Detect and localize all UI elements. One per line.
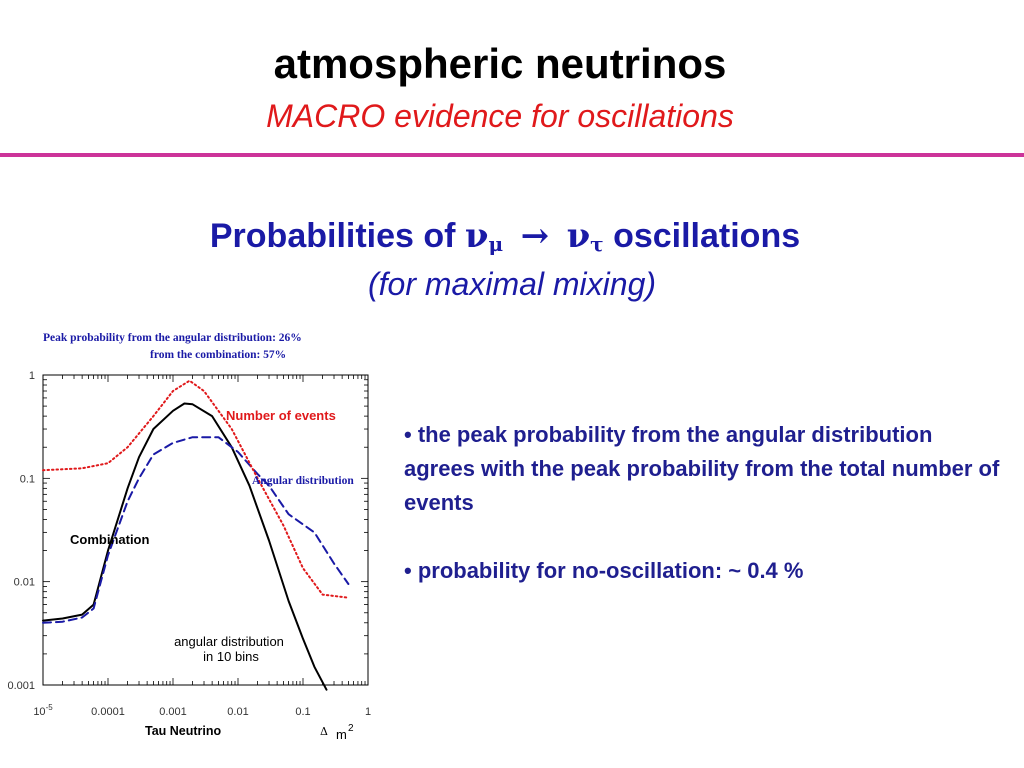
- probability-chart: Peak probability from the angular distri…: [7, 332, 371, 742]
- annotation-angular-distribution: Angular distribution: [252, 475, 354, 487]
- x-tick-label: 1: [365, 706, 371, 718]
- bullet-list: • the peak probability from the angular …: [404, 418, 1004, 588]
- annotation-combination: Combination: [70, 532, 149, 547]
- series-line-number-of-events: [42, 379, 350, 599]
- x-axis-unit: m: [336, 727, 347, 742]
- chart-note-line2: from the combination: 57%: [150, 349, 286, 361]
- plot-frame: [42, 374, 369, 686]
- x-tick-label: 10-5: [33, 703, 53, 718]
- x-tick-label: 0.01: [227, 706, 248, 718]
- heading-prefix: Probabilities of: [209, 217, 465, 255]
- annotation-bins-line1: angular distribution: [174, 634, 284, 649]
- section-subheading: (for maximal mixing): [367, 266, 657, 302]
- x-tick-label: 0.001: [159, 706, 187, 718]
- y-tick-label: 1: [29, 370, 35, 382]
- x-tick-label: 0.0001: [91, 706, 125, 718]
- arrow-symbol: →: [520, 216, 550, 256]
- y-tick-label: 0.001: [7, 680, 35, 692]
- x-axis-label: Tau Neutrino: [145, 724, 222, 738]
- y-tick-label: 0.01: [14, 577, 35, 589]
- annotation-bins-line2: in 10 bins: [203, 649, 259, 664]
- heading-suffix: oscillations: [603, 217, 801, 255]
- x-tick-label: 0.1: [295, 706, 310, 718]
- series-line-combination: [42, 402, 328, 691]
- chart-note-line1: Peak probability from the angular distri…: [43, 332, 302, 344]
- chart-series: [42, 379, 350, 691]
- x-axis-unit-exponent: 2: [348, 723, 354, 734]
- series-line-angular-distribution: [42, 436, 350, 624]
- x-axis-delta-symbol: Δ: [320, 725, 328, 738]
- chart-axes: 1 0.1 0.01 0.001 10-5 0.0001 0.001 0.01 0.1 1: [7, 370, 371, 718]
- annotation-number-of-events: Number of events: [226, 408, 336, 423]
- slide-subtitle: MACRO evidence for oscillations: [266, 98, 734, 134]
- slide-title: atmospheric neutrinos: [273, 40, 727, 87]
- nu-tau-symbol: ντ: [566, 216, 604, 256]
- nu-mu-symbol: νμ: [464, 216, 504, 256]
- y-tick-label: 0.1: [20, 473, 35, 485]
- bullet-peak-probability: • the peak probability from the angular …: [404, 422, 1000, 515]
- bullet-no-oscillation: • probability for no-oscillation: ~ 0.4 …: [404, 558, 804, 583]
- section-heading: Probabilities of νμ → ντ oscillations: [0, 216, 1010, 256]
- title-divider: [0, 153, 1024, 157]
